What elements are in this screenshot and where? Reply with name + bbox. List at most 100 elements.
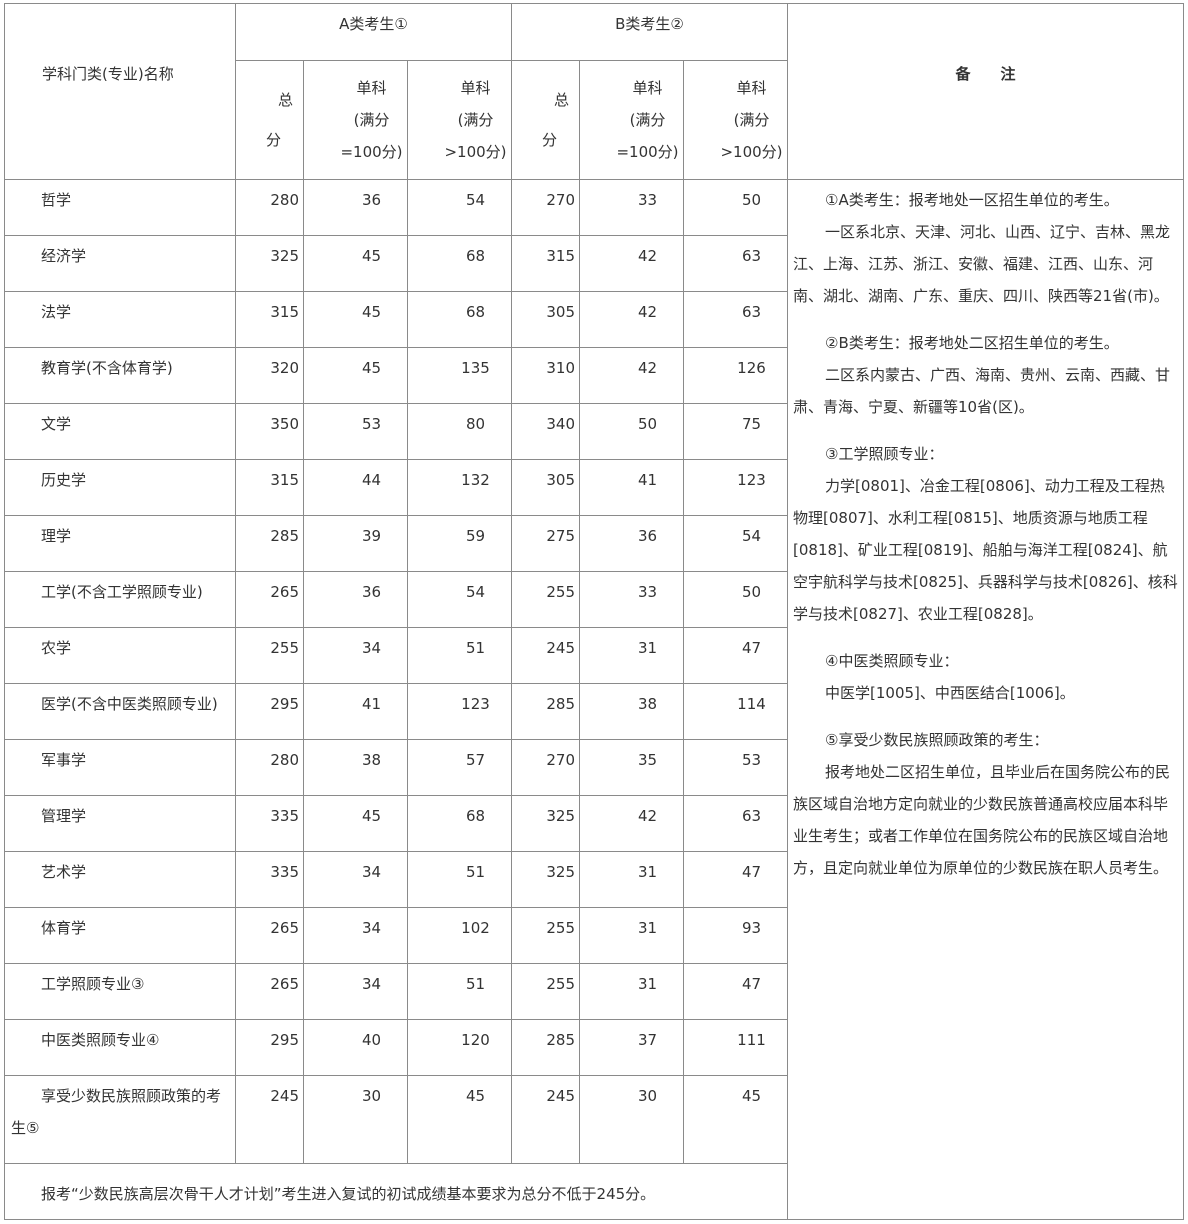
label: 单科 <box>460 79 491 97</box>
total-label: 总 <box>554 91 570 109</box>
a-single-100: 45 <box>303 291 408 348</box>
b-total: 245 <box>511 1075 580 1164</box>
b-single-gt100: 47 <box>683 627 788 684</box>
label: 单科 <box>736 79 767 97</box>
note-paragraph: 一区系北京、天津、河北、山西、辽宁、吉林、黑龙江、上海、江苏、浙江、安徽、福建、… <box>793 223 1171 305</box>
a-total: 280 <box>235 179 304 236</box>
a-single-gt100: 80 <box>407 403 512 460</box>
table-row: 体育学 265 34 102 255 31 93 <box>4 907 1184 964</box>
header-group-b: B类考生② <box>511 3 788 61</box>
subject-name: 工学(不含工学照顾专业) <box>4 571 236 628</box>
b-total: 275 <box>511 515 580 572</box>
subject-name: 享受少数民族照顾政策的考生⑤ <box>4 1075 236 1164</box>
b-single-gt100: 123 <box>683 459 788 516</box>
a-total: 315 <box>235 291 304 348</box>
a-single-100: 44 <box>303 459 408 516</box>
subject-name: 理学 <box>4 515 236 572</box>
table-row: 管理学 335 45 68 325 42 63 <box>4 795 1184 852</box>
header-b-total: 总分 <box>511 60 580 180</box>
note-paragraph: ①A类考生：报考地处一区招生单位的考生。 <box>825 191 1119 209</box>
table-row: 法学 315 45 68 305 42 63 <box>4 291 1184 348</box>
b-total: 285 <box>511 683 580 740</box>
a-single-100: 34 <box>303 907 408 964</box>
b-single-100: 41 <box>579 459 684 516</box>
table-row: 农学 255 34 51 245 31 47 <box>4 627 1184 684</box>
a-total: 265 <box>235 963 304 1020</box>
b-single-100: 38 <box>579 683 684 740</box>
a-total: 335 <box>235 795 304 852</box>
b-single-100: 42 <box>579 291 684 348</box>
a-single-gt100: 102 <box>407 907 512 964</box>
b-total: 305 <box>511 459 580 516</box>
a-total: 280 <box>235 739 304 796</box>
b-single-gt100: 50 <box>683 179 788 236</box>
a-single-gt100: 68 <box>407 795 512 852</box>
b-single-100: 31 <box>579 963 684 1020</box>
a-single-100: 53 <box>303 403 408 460</box>
b-total: 285 <box>511 1019 580 1076</box>
a-single-gt100: 51 <box>407 851 512 908</box>
label: =100分) <box>616 143 679 161</box>
a-single-100: 41 <box>303 683 408 740</box>
b-single-gt100: 53 <box>683 739 788 796</box>
note-paragraph: ②B类考生：报考地处二区招生单位的考生。 <box>825 334 1119 352</box>
b-single-gt100: 126 <box>683 347 788 404</box>
a-total: 255 <box>235 627 304 684</box>
notes-cell: ①A类考生：报考地处一区招生单位的考生。一区系北京、天津、河北、山西、辽宁、吉林… <box>787 179 1184 1220</box>
a-total: 295 <box>235 1019 304 1076</box>
table-row: 艺术学 335 34 51 325 31 47 <box>4 851 1184 908</box>
subject-name: 农学 <box>4 627 236 684</box>
a-single-gt100: 45 <box>407 1075 512 1164</box>
header-a-single-100: 单科 (满分 =100分) <box>303 60 408 180</box>
table-row: 工学(不含工学照顾专业) 265 36 54 255 33 50 <box>4 571 1184 628</box>
header-group-a: A类考生① <box>235 3 512 61</box>
table-row: 医学(不含中医类照顾专业) 295 41 123 285 38 114 <box>4 683 1184 740</box>
b-single-gt100: 75 <box>683 403 788 460</box>
b-total: 270 <box>511 179 580 236</box>
score-table: 学科门类(专业)名称 A类考生① B类考生② 备 注 总分 单科 (满分 =100分)… <box>4 3 1184 1220</box>
header-a-total: 总分 <box>235 60 304 180</box>
label: >100分) <box>720 143 783 161</box>
b-single-gt100: 114 <box>683 683 788 740</box>
a-single-100: 34 <box>303 851 408 908</box>
a-single-100: 45 <box>303 347 408 404</box>
a-total: 315 <box>235 459 304 516</box>
a-single-gt100: 57 <box>407 739 512 796</box>
b-single-100: 35 <box>579 739 684 796</box>
b-total: 255 <box>511 907 580 964</box>
table-row: 经济学 325 45 68 315 42 63 <box>4 235 1184 292</box>
table-row: 理学 285 39 59 275 36 54 <box>4 515 1184 572</box>
table-row: 享受少数民族照顾政策的考生⑤ 245 30 45 245 30 45 <box>4 1075 1184 1164</box>
b-single-gt100: 111 <box>683 1019 788 1076</box>
a-single-gt100: 123 <box>407 683 512 740</box>
a-single-100: 39 <box>303 515 408 572</box>
b-single-100: 30 <box>579 1075 684 1164</box>
a-single-100: 40 <box>303 1019 408 1076</box>
a-single-100: 45 <box>303 795 408 852</box>
b-single-gt100: 93 <box>683 907 788 964</box>
subject-name: 军事学 <box>4 739 236 796</box>
b-single-gt100: 63 <box>683 291 788 348</box>
b-total: 310 <box>511 347 580 404</box>
b-total: 305 <box>511 291 580 348</box>
table-row: 军事学 280 38 57 270 35 53 <box>4 739 1184 796</box>
b-single-gt100: 47 <box>683 851 788 908</box>
b-single-100: 42 <box>579 235 684 292</box>
subject-name: 工学照顾专业③ <box>4 963 236 1020</box>
a-total: 295 <box>235 683 304 740</box>
b-total: 255 <box>511 571 580 628</box>
b-total: 255 <box>511 963 580 1020</box>
subject-name: 艺术学 <box>4 851 236 908</box>
label: >100分) <box>444 143 507 161</box>
b-single-gt100: 45 <box>683 1075 788 1164</box>
header-name-col: 学科门类(专业)名称 <box>4 3 236 180</box>
b-single-100: 37 <box>579 1019 684 1076</box>
total-label: 总 <box>278 91 294 109</box>
subject-name: 体育学 <box>4 907 236 964</box>
b-single-gt100: 63 <box>683 795 788 852</box>
a-total: 320 <box>235 347 304 404</box>
subject-name: 法学 <box>4 291 236 348</box>
a-total: 265 <box>235 571 304 628</box>
b-single-100: 33 <box>579 179 684 236</box>
table-row: 文学 350 53 80 340 50 75 <box>4 403 1184 460</box>
